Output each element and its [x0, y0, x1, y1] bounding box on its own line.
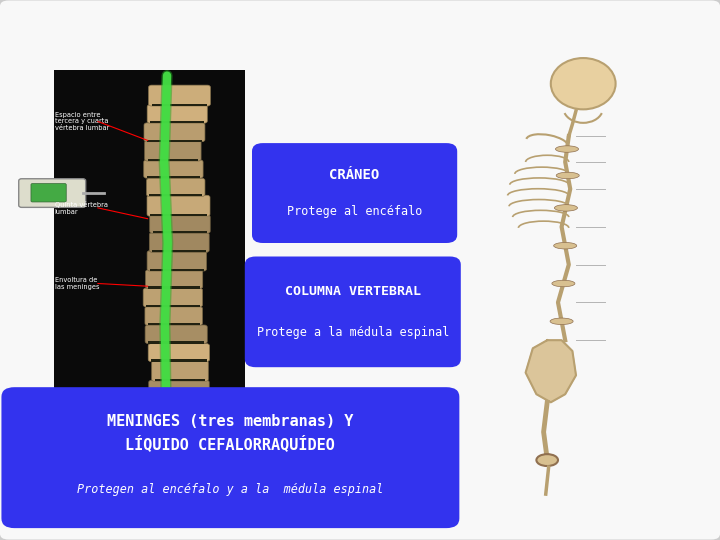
FancyBboxPatch shape: [145, 140, 201, 161]
FancyBboxPatch shape: [155, 379, 205, 381]
Ellipse shape: [550, 318, 573, 325]
FancyBboxPatch shape: [153, 231, 207, 233]
FancyBboxPatch shape: [148, 85, 210, 106]
FancyBboxPatch shape: [144, 123, 205, 141]
Ellipse shape: [556, 146, 579, 152]
FancyBboxPatch shape: [148, 343, 210, 362]
FancyBboxPatch shape: [147, 251, 207, 271]
FancyBboxPatch shape: [150, 121, 204, 123]
Polygon shape: [526, 340, 576, 402]
FancyBboxPatch shape: [148, 159, 198, 161]
Ellipse shape: [554, 205, 577, 211]
FancyBboxPatch shape: [152, 250, 207, 252]
FancyBboxPatch shape: [148, 323, 199, 325]
Text: Protege al encéfalo: Protege al encéfalo: [287, 205, 423, 218]
Text: Protege a la médula espinal: Protege a la médula espinal: [256, 326, 449, 339]
FancyBboxPatch shape: [150, 194, 202, 197]
FancyBboxPatch shape: [148, 341, 204, 343]
Text: CRÁNEO: CRÁNEO: [330, 167, 379, 181]
FancyBboxPatch shape: [150, 214, 207, 216]
FancyBboxPatch shape: [152, 396, 207, 399]
FancyBboxPatch shape: [150, 269, 204, 271]
FancyBboxPatch shape: [245, 256, 461, 367]
FancyBboxPatch shape: [147, 105, 207, 123]
FancyBboxPatch shape: [146, 305, 199, 307]
FancyBboxPatch shape: [472, 54, 695, 508]
FancyBboxPatch shape: [144, 160, 203, 178]
Ellipse shape: [552, 280, 575, 287]
Text: LÍQUIDO CEFALORRAQUÍDEO: LÍQUIDO CEFALORRAQUÍDEO: [125, 435, 336, 451]
FancyBboxPatch shape: [149, 233, 210, 252]
FancyBboxPatch shape: [150, 215, 210, 233]
FancyBboxPatch shape: [147, 176, 200, 178]
Text: Envoltura de
las meninges: Envoltura de las meninges: [55, 277, 99, 290]
FancyBboxPatch shape: [152, 361, 208, 381]
FancyBboxPatch shape: [145, 325, 207, 343]
Ellipse shape: [536, 454, 558, 466]
Ellipse shape: [551, 58, 616, 109]
FancyBboxPatch shape: [147, 139, 202, 141]
Text: Quinta vértebra
lumbar: Quinta vértebra lumbar: [55, 201, 108, 215]
FancyBboxPatch shape: [1, 387, 459, 528]
FancyBboxPatch shape: [145, 270, 203, 288]
FancyBboxPatch shape: [145, 307, 202, 325]
FancyBboxPatch shape: [54, 70, 245, 424]
FancyBboxPatch shape: [147, 195, 210, 216]
FancyBboxPatch shape: [19, 179, 86, 207]
Ellipse shape: [557, 172, 579, 179]
FancyBboxPatch shape: [147, 178, 205, 197]
FancyBboxPatch shape: [151, 104, 207, 106]
FancyBboxPatch shape: [151, 360, 207, 362]
FancyBboxPatch shape: [147, 397, 206, 418]
Text: Espacio entre
tercera y cuarta
vértebra lumbar: Espacio entre tercera y cuarta vértebra …: [55, 111, 109, 132]
FancyBboxPatch shape: [31, 184, 66, 202]
Ellipse shape: [554, 242, 577, 249]
Text: Protegen al encéfalo y a la  médula espinal: Protegen al encéfalo y a la médula espin…: [77, 483, 384, 496]
Text: MENINGES (tres membranas) Y: MENINGES (tres membranas) Y: [107, 414, 354, 429]
FancyBboxPatch shape: [148, 286, 200, 288]
FancyBboxPatch shape: [252, 143, 457, 243]
Text: COLUMNA VERTEBRAL: COLUMNA VERTEBRAL: [285, 285, 420, 298]
FancyBboxPatch shape: [149, 380, 210, 399]
FancyBboxPatch shape: [143, 288, 202, 307]
